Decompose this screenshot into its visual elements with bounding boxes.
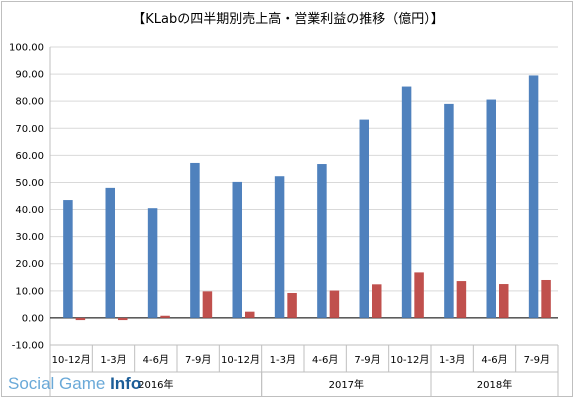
bar bbox=[160, 315, 170, 318]
y-tick-label: 70.00 bbox=[15, 124, 44, 135]
chart-title: 【KLabの四半期別売上高・営業利益の推移（億円）】 bbox=[132, 12, 444, 27]
logo-game: Game bbox=[59, 374, 111, 393]
x-tick-label: 7-9月 bbox=[185, 354, 211, 366]
y-tick-label: 30.00 bbox=[15, 232, 44, 243]
bar bbox=[499, 284, 509, 318]
x-tick-label: 4-6月 bbox=[481, 354, 507, 366]
x-tick-label: 4-6月 bbox=[312, 354, 338, 366]
bar bbox=[75, 317, 86, 321]
year-label: 2016年 bbox=[138, 378, 173, 391]
bar bbox=[456, 281, 467, 318]
x-tick-label: 4-6月 bbox=[143, 354, 169, 366]
y-tick-label: 50.00 bbox=[15, 178, 44, 189]
bar bbox=[317, 164, 327, 318]
x-tick-label: 7-9月 bbox=[524, 354, 550, 366]
bar bbox=[414, 272, 424, 318]
bar bbox=[359, 119, 369, 318]
bar bbox=[444, 103, 454, 318]
bar bbox=[541, 279, 551, 318]
social-game-info-logo: Social Game Info bbox=[8, 374, 141, 394]
x-tick-label: 10-12月 bbox=[221, 354, 260, 366]
bar bbox=[287, 292, 297, 318]
x-tick-label: 1-3月 bbox=[270, 354, 296, 366]
x-tick-label: 1-3月 bbox=[439, 354, 465, 366]
y-tick-label: -10.00 bbox=[12, 341, 44, 352]
bar bbox=[486, 99, 496, 318]
bar bbox=[118, 317, 128, 321]
y-tick-label: 40.00 bbox=[15, 205, 44, 216]
y-tick-label: 100.00 bbox=[9, 43, 44, 54]
bar bbox=[245, 311, 255, 318]
bar bbox=[274, 176, 285, 318]
y-tick-label: 20.00 bbox=[15, 259, 44, 270]
bar bbox=[63, 200, 73, 318]
logo-social: Social bbox=[8, 374, 60, 393]
logo-info: Info bbox=[110, 374, 142, 393]
bar bbox=[329, 290, 340, 318]
x-tick-label: 10-12月 bbox=[390, 354, 429, 366]
bar bbox=[401, 86, 412, 318]
bar bbox=[202, 291, 213, 318]
x-tick-label: 10-12月 bbox=[52, 354, 91, 366]
bar bbox=[147, 208, 158, 318]
x-tick-label: 7-9月 bbox=[354, 354, 380, 366]
bar bbox=[190, 162, 200, 318]
bar bbox=[232, 181, 242, 318]
y-tick-label: 60.00 bbox=[15, 151, 44, 162]
y-tick-label: 0.00 bbox=[22, 313, 44, 324]
y-tick-label: 80.00 bbox=[15, 97, 44, 108]
x-tick-label: 1-3月 bbox=[100, 354, 126, 366]
y-tick-label: 10.00 bbox=[15, 286, 44, 297]
year-label: 2018年 bbox=[477, 378, 512, 391]
year-label: 2017年 bbox=[329, 378, 364, 391]
bar bbox=[372, 284, 382, 318]
y-tick-label: 90.00 bbox=[15, 70, 44, 81]
bar bbox=[105, 187, 115, 318]
bar bbox=[528, 75, 539, 318]
